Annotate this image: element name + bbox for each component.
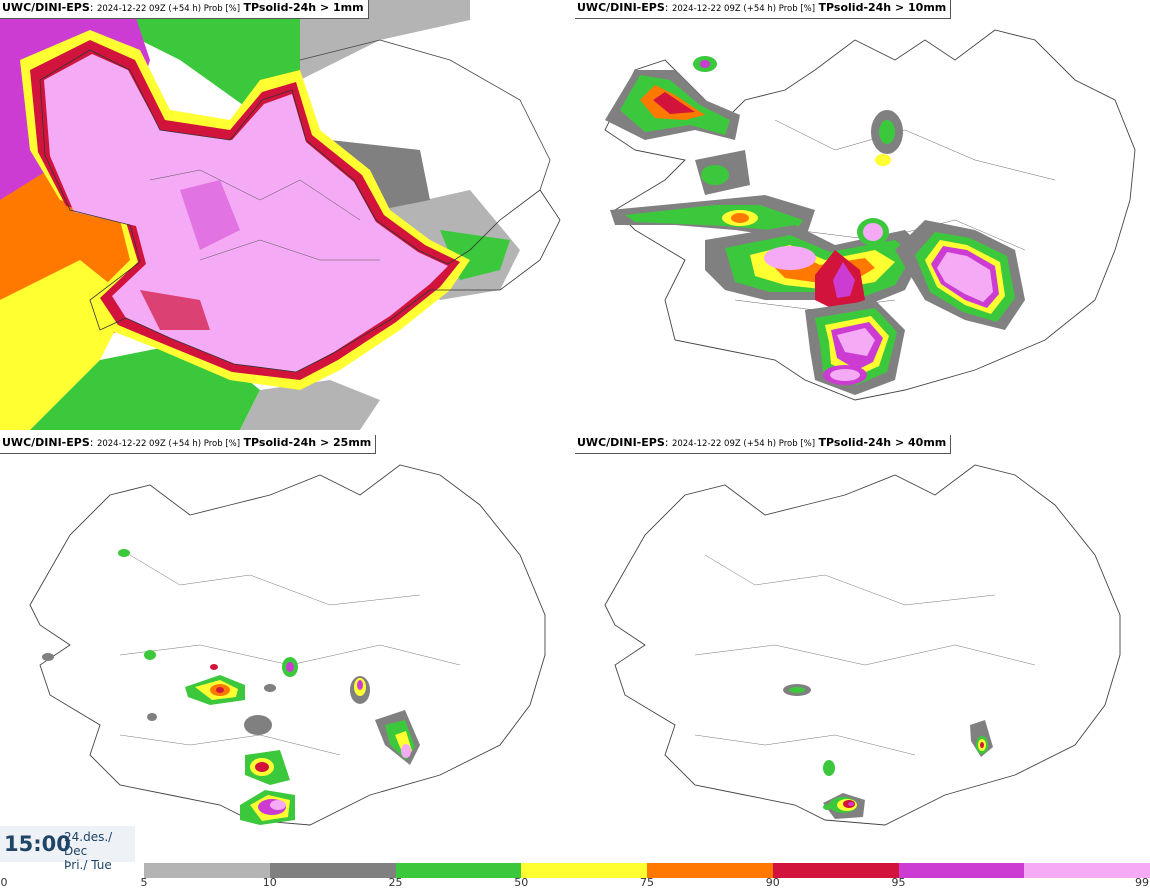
color-bin-25-50 bbox=[395, 863, 522, 878]
panel-label: UWC/DINI-EPS: 2024-12-22 09Z (+54 h) Pro… bbox=[575, 0, 952, 19]
field-name: TPsolid-24h > 25mm bbox=[243, 436, 372, 449]
valid-time-box: 15:00 24.des./ Dec Þri./ Tue bbox=[0, 826, 135, 872]
run-info: 2024-12-22 09Z (+54 h) Prob [%] bbox=[671, 4, 816, 14]
field-name: TPsolid-24h > 40mm bbox=[818, 436, 947, 449]
map-panel-40mm: UWC/DINI-EPS: 2024-12-22 09Z (+54 h) Pro… bbox=[575, 435, 1150, 865]
scale-tick-label: 50 bbox=[514, 876, 529, 889]
valid-date-line1: 24.des./ Dec bbox=[64, 830, 113, 858]
valid-time: 15:00 bbox=[4, 832, 71, 856]
probability-map-1mm bbox=[0, 0, 575, 430]
scale-tick-label: 95 bbox=[891, 876, 906, 889]
run-info: 2024-12-22 09Z (+54 h) Prob [%] bbox=[96, 4, 241, 14]
map-panel-1mm: UWC/DINI-EPS: 2024-12-22 09Z (+54 h) Pro… bbox=[0, 0, 575, 430]
scale-tick-label: 10 bbox=[262, 876, 277, 889]
probability-map-40mm bbox=[575, 435, 1150, 830]
color-bin-10-25 bbox=[269, 863, 396, 878]
map-panel-10mm: UWC/DINI-EPS: 2024-12-22 09Z (+54 h) Pro… bbox=[575, 0, 1150, 430]
run-info: 2024-12-22 09Z (+54 h) Prob [%] bbox=[96, 439, 241, 449]
color-scale-bar bbox=[144, 863, 1150, 878]
color-bin-75-90 bbox=[647, 863, 773, 878]
color-scale-ticks: 0 5 10 25 50 75 90 95 99 bbox=[0, 876, 1150, 891]
model-name: UWC/DINI-EPS bbox=[2, 1, 90, 14]
run-info: 2024-12-22 09Z (+54 h) Prob [%] bbox=[671, 439, 816, 449]
field-name: TPsolid-24h > 1mm bbox=[243, 1, 364, 14]
scale-tick-label: 0 bbox=[0, 876, 8, 889]
scale-tick-label: 25 bbox=[388, 876, 403, 889]
color-bin-95-99 bbox=[898, 863, 1025, 878]
probability-map-25mm bbox=[0, 435, 575, 830]
scale-tick-label: 5 bbox=[140, 876, 148, 889]
scale-tick-label: 75 bbox=[640, 876, 654, 889]
color-bin-50-75 bbox=[521, 863, 647, 878]
model-name: UWC/DINI-EPS bbox=[2, 436, 90, 449]
panel-label: UWC/DINI-EPS: 2024-12-22 09Z (+54 h) Pro… bbox=[0, 0, 369, 19]
field-name: TPsolid-24h > 10mm bbox=[818, 1, 947, 14]
map-panel-25mm: UWC/DINI-EPS: 2024-12-22 09Z (+54 h) Pro… bbox=[0, 435, 575, 865]
scale-tick-label: 99 bbox=[1135, 876, 1149, 889]
panel-label: UWC/DINI-EPS: 2024-12-22 09Z (+54 h) Pro… bbox=[0, 435, 377, 454]
model-name: UWC/DINI-EPS bbox=[577, 436, 665, 449]
color-bin-5-10 bbox=[144, 863, 270, 878]
panel-label: UWC/DINI-EPS: 2024-12-22 09Z (+54 h) Pro… bbox=[575, 435, 952, 454]
model-name: UWC/DINI-EPS bbox=[577, 1, 665, 14]
scale-tick-label: 90 bbox=[765, 876, 780, 889]
probability-map-10mm bbox=[575, 0, 1150, 430]
valid-date-line2: Þri./ Tue bbox=[64, 858, 112, 872]
valid-date: 24.des./ Dec Þri./ Tue bbox=[64, 830, 135, 872]
color-bin-90-95 bbox=[772, 863, 899, 878]
color-bin-99-100 bbox=[1024, 863, 1150, 878]
